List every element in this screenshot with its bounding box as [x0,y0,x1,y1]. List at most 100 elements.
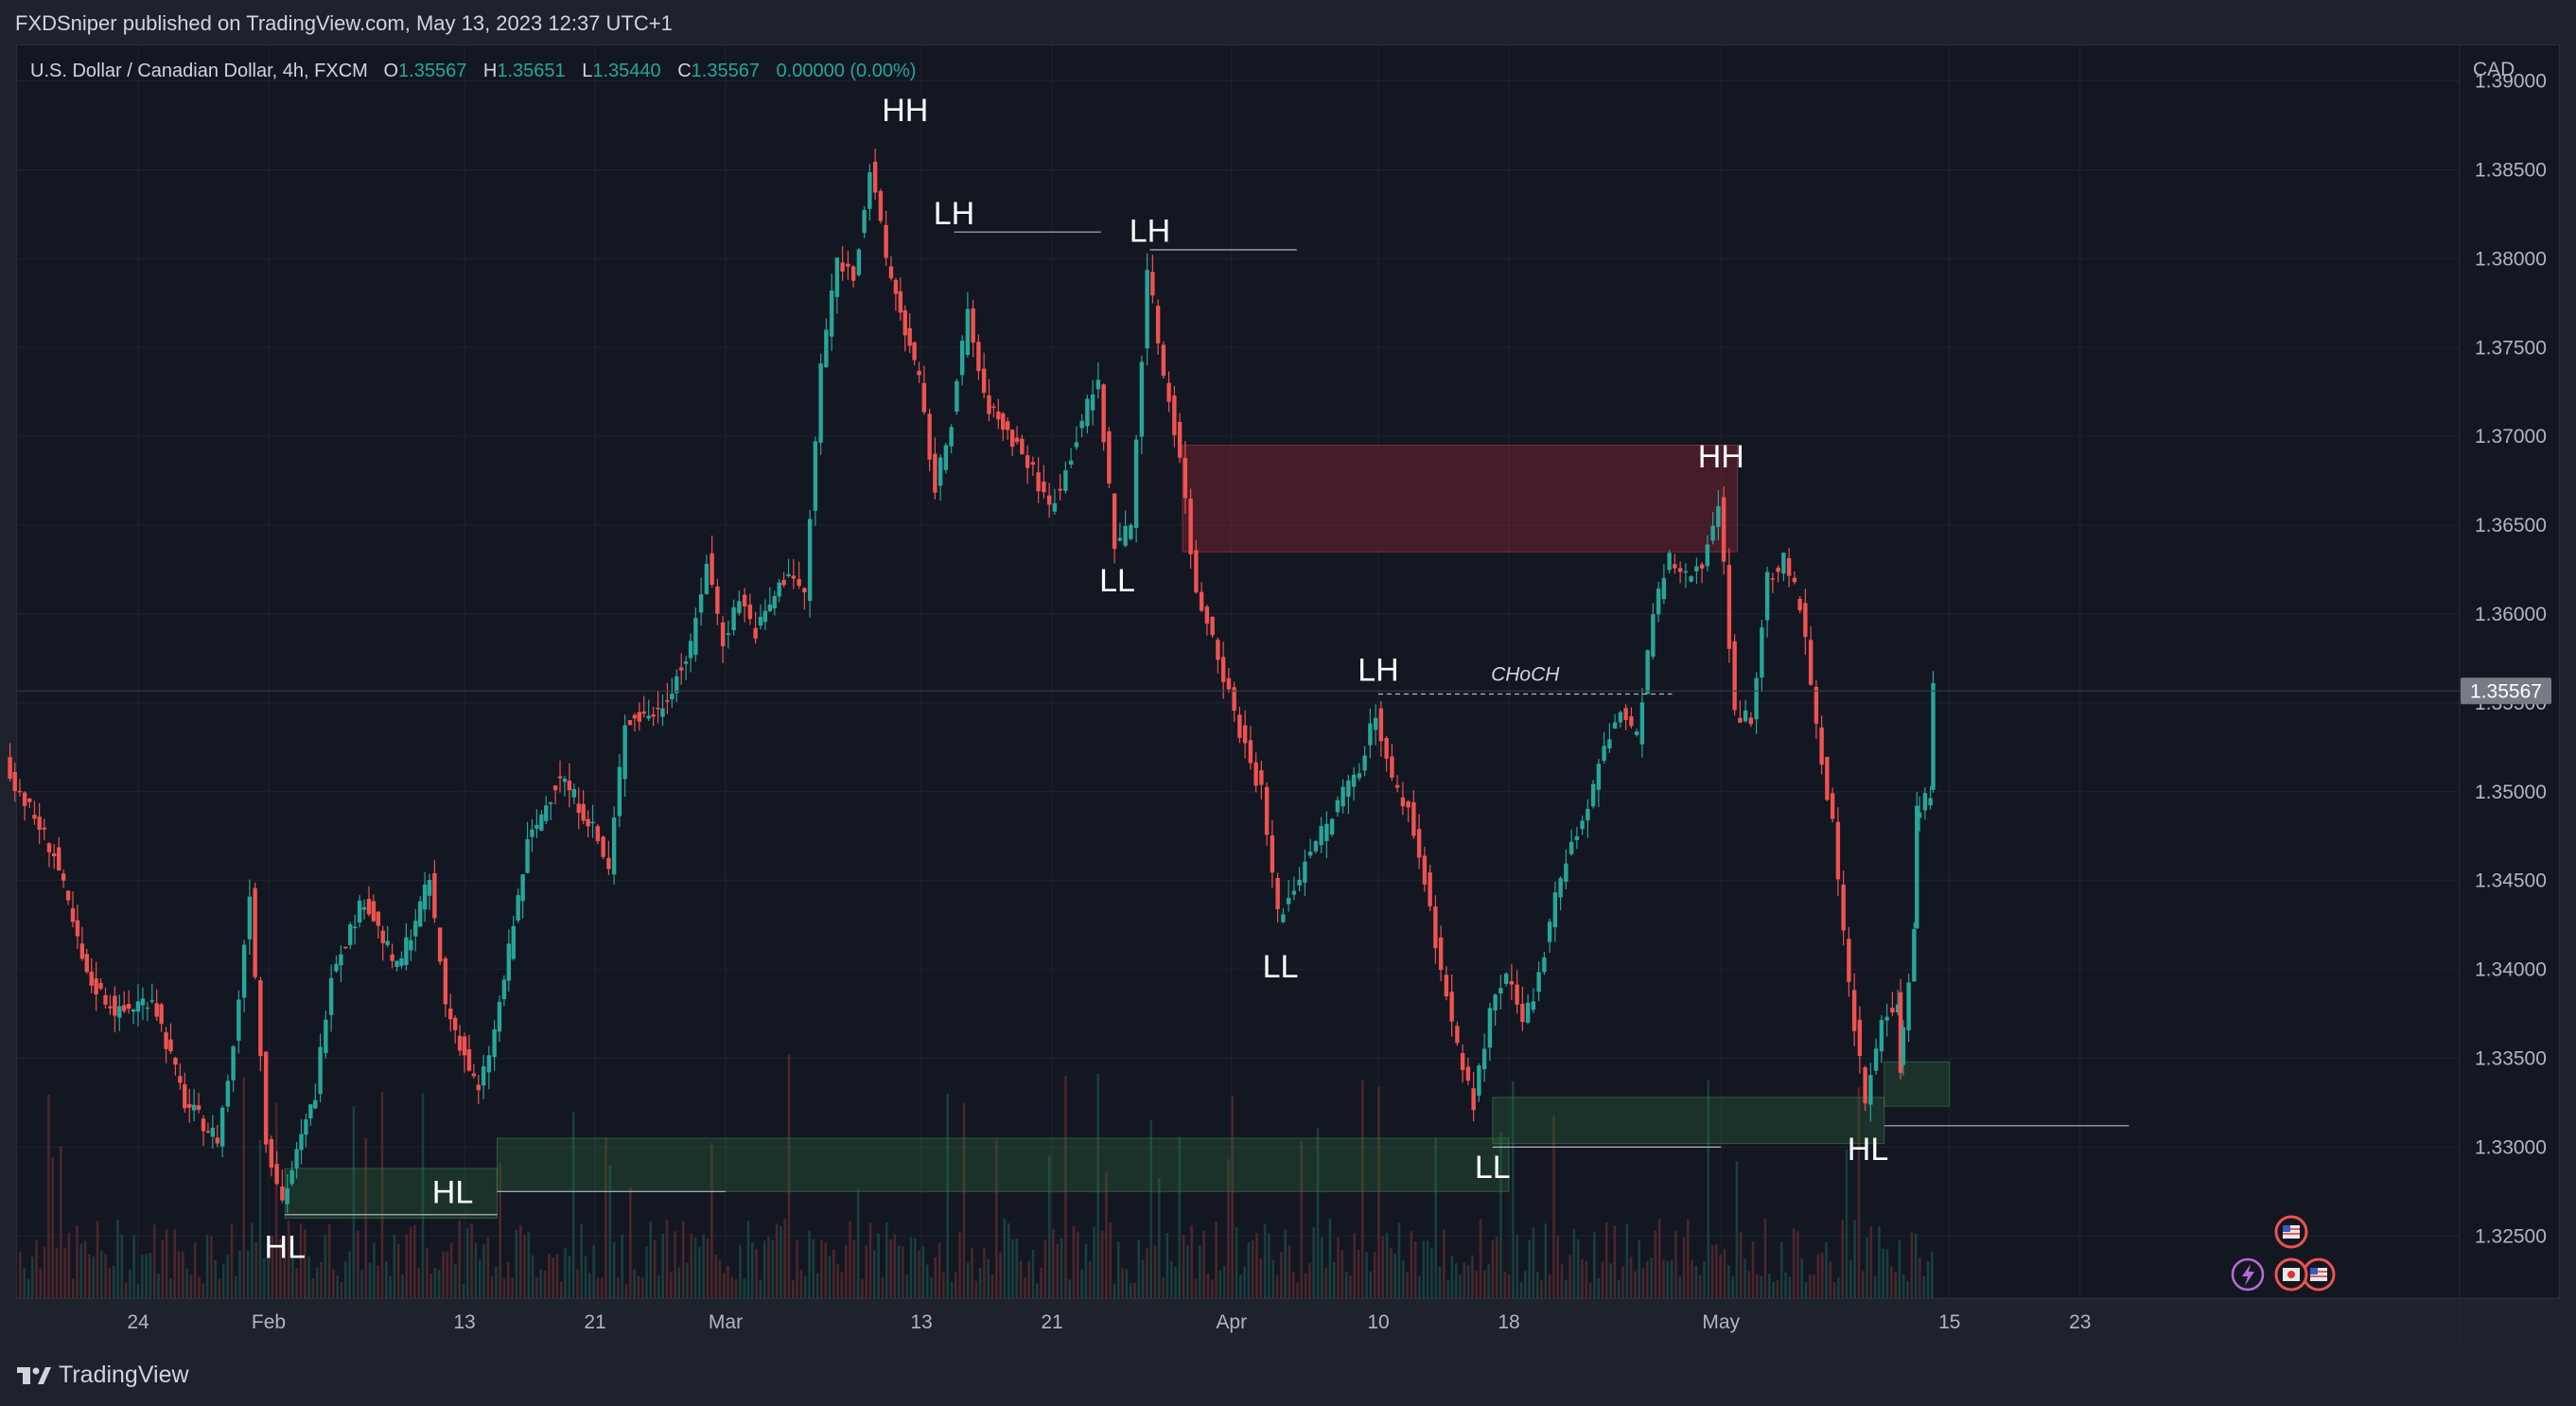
supply-zone [1182,445,1738,553]
candle-body [466,1049,472,1071]
y-tick-label: 1.37000 [2475,426,2547,448]
volume-bar [1763,1218,1767,1298]
candle-body [409,940,413,951]
candle-body [417,901,423,927]
volume-bar [1064,1076,1067,1298]
volume-bar [1715,1244,1718,1298]
volume-bar [527,1232,531,1298]
volume-bar [1093,1226,1095,1298]
volume-bar [356,1230,359,1298]
candle-body [1237,714,1242,738]
volume-bar [1304,1273,1307,1298]
volume-bar [230,1223,234,1298]
y-tick-label: 1.38000 [2475,248,2547,270]
candle-body [646,715,651,719]
volume-bar [1890,1266,1893,1298]
candle-body [772,596,777,609]
volume-bar [271,1236,274,1298]
volume-bar [1027,1260,1030,1298]
candle-body [824,329,829,368]
volume-bar [624,1283,628,1298]
candle-body [215,1137,219,1144]
volume-bar [974,1280,978,1298]
volume-bar [1779,1241,1783,1298]
volume-bar [258,1140,262,1298]
volume-bar [1158,1178,1161,1298]
volume-bar [836,1264,839,1298]
volume-bar [1312,1227,1315,1298]
candle-body [641,712,646,714]
volume-bar [426,1248,429,1298]
candle-body [51,852,57,857]
volume-bar [762,1240,766,1298]
candle-body [731,606,736,631]
chart-frame[interactable] [16,44,2560,1299]
tradingview-brand[interactable]: TradingView [17,1362,189,1389]
candle-body [371,901,377,922]
candle-body [807,518,813,602]
volume-bar [1499,1132,1502,1298]
volume-bar [771,1239,775,1298]
x-tick-label: 21 [1041,1311,1062,1333]
candle-body [1020,438,1025,455]
candle-body [1639,702,1645,745]
candle-body [1248,740,1253,764]
volume-bar [832,1249,835,1298]
volume-bar [1731,1275,1734,1298]
volume-bar [1381,1236,1385,1298]
volume-bar [767,1237,770,1298]
volume-bar [942,1272,945,1298]
candle-body [263,1051,269,1145]
candle-body [1036,472,1041,492]
volume-bar [238,1251,241,1298]
candle-body [1438,937,1444,970]
volume-bar [518,1224,522,1298]
candle-body [1433,906,1438,949]
candle-body [1931,683,1936,790]
volume-bar [698,1246,701,1298]
volume-bar [792,1279,795,1298]
volume-bar [1296,1282,1299,1298]
candle-body [539,814,544,831]
volume-bar [1788,1276,1792,1298]
candle-body [361,906,367,910]
volume-bar [1926,1260,1930,1298]
volume-bar [1454,1263,1458,1298]
volume-bar [990,1274,994,1298]
candle-body [1112,493,1117,550]
volume-bar [246,1251,250,1298]
volume-bar [889,1239,892,1298]
candle-body [1133,439,1139,528]
volume-bar [1666,1260,1670,1298]
candle-body [452,1017,458,1030]
candle-body [1912,929,1917,982]
candle-body [1764,571,1770,621]
volume-bar [320,1261,323,1298]
candle-body [976,342,981,372]
candle-body [1568,841,1574,854]
footer-bar [0,1344,2576,1406]
volume-bar [759,1279,762,1298]
volume-bar [661,1233,664,1298]
candle-body [1090,394,1095,411]
demand-zone [284,1168,498,1219]
y-tick-label: 1.33000 [2475,1136,2547,1158]
candle-body [1743,710,1748,722]
volume-bar [1393,1254,1396,1298]
last-price-label: 1.35567 [2470,680,2542,702]
candle-body [720,622,726,647]
volume-bar [596,1277,600,1298]
volume-bar [909,1237,913,1298]
volume-bar [1235,1227,1238,1298]
candle-body [140,998,146,1006]
volume-bar [840,1272,844,1298]
candle-body [552,785,558,791]
volume-bar [1406,1272,1409,1298]
candle-body [981,368,987,394]
volume-bar [1507,1274,1511,1298]
candle-body [258,979,263,1057]
volume-bar [1125,1269,1129,1298]
candle-body [726,633,731,636]
candle-body [1596,764,1602,790]
